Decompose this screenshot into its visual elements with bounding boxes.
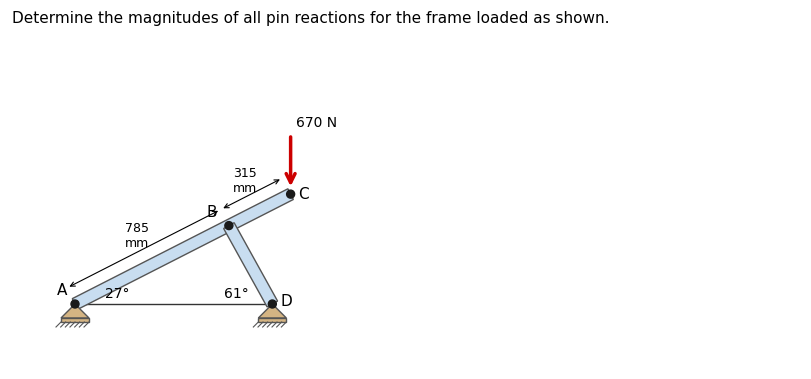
Text: A: A — [57, 283, 67, 298]
Circle shape — [268, 300, 277, 308]
Text: Determine the magnitudes of all pin reactions for the frame loaded as shown.: Determine the magnitudes of all pin reac… — [12, 11, 610, 26]
Text: C: C — [298, 186, 309, 202]
Text: B: B — [206, 205, 217, 219]
Text: 315
mm: 315 mm — [233, 168, 257, 195]
Polygon shape — [61, 304, 89, 318]
Text: 670 N: 670 N — [296, 116, 337, 130]
Polygon shape — [61, 318, 89, 322]
Polygon shape — [259, 318, 286, 322]
Circle shape — [71, 300, 79, 308]
Polygon shape — [72, 189, 294, 309]
Circle shape — [286, 190, 294, 198]
Text: 61°: 61° — [225, 287, 249, 301]
Polygon shape — [224, 223, 277, 307]
Polygon shape — [259, 304, 286, 318]
Text: 785
mm: 785 mm — [125, 222, 149, 250]
Text: D: D — [281, 294, 292, 310]
Circle shape — [225, 222, 233, 230]
Text: 27°: 27° — [105, 287, 130, 301]
